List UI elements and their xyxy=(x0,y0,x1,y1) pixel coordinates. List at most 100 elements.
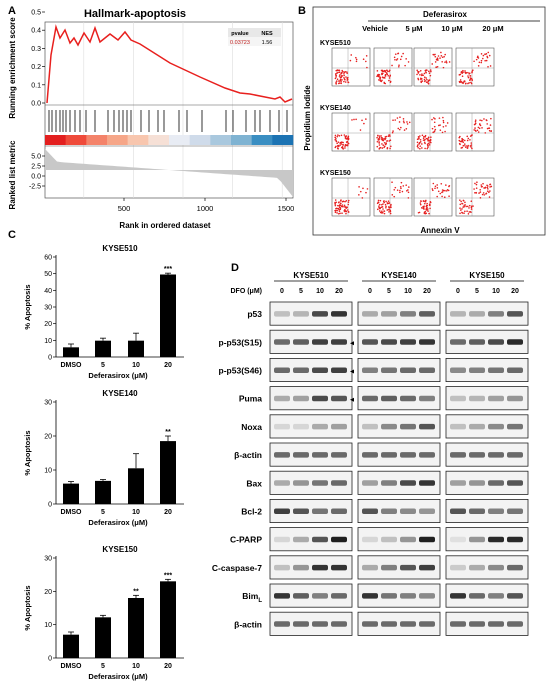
blot-strip xyxy=(445,611,529,636)
flow-event-dot xyxy=(485,119,488,122)
blot-strip xyxy=(357,527,441,552)
flow-event-dot xyxy=(490,185,493,188)
flow-plot-frame xyxy=(373,177,413,217)
flow-event-dot xyxy=(378,79,380,81)
flow-event-dot xyxy=(388,134,391,136)
flow-event-dot xyxy=(386,147,389,149)
blot-band xyxy=(381,395,397,402)
blot-band xyxy=(419,480,435,486)
flow-event-dot xyxy=(462,144,465,147)
apoptosis-bar xyxy=(128,340,144,357)
blot-band xyxy=(362,508,378,514)
flow-event-dot xyxy=(383,212,386,215)
blot-protein-label: p53 xyxy=(247,309,262,319)
apoptosis-bar xyxy=(160,274,176,357)
flow-event-dot xyxy=(341,69,344,72)
flow-event-dot xyxy=(355,56,357,59)
blot-band xyxy=(293,311,309,317)
flow-event-dot xyxy=(486,186,489,189)
flow-event-dot xyxy=(427,142,430,145)
blot-band xyxy=(507,564,523,571)
flow-event-dot xyxy=(382,200,385,203)
flow-event-dot xyxy=(334,199,337,201)
blot-strip xyxy=(269,357,353,382)
flow-scatter-plot xyxy=(455,112,495,152)
flow-event-dot xyxy=(361,197,364,199)
flow-event-dot xyxy=(345,136,347,138)
flow-event-dot xyxy=(388,207,391,209)
flow-event-dot xyxy=(387,74,390,77)
flow-cell-line-label: KYSE150 xyxy=(320,170,351,177)
flow-event-dot xyxy=(344,208,346,211)
flow-event-dot xyxy=(340,72,342,75)
flow-event-dot xyxy=(404,64,406,67)
flow-event-dot xyxy=(420,207,423,209)
flow-event-dot xyxy=(407,189,409,191)
flow-plot-frame xyxy=(455,112,495,152)
flow-event-dot xyxy=(400,181,403,184)
flow-event-dot xyxy=(464,210,466,213)
blot-band xyxy=(450,452,466,458)
flow-event-dot xyxy=(423,141,426,144)
blot-band xyxy=(331,311,347,317)
flow-event-dot xyxy=(387,208,390,211)
flow-event-dot xyxy=(384,137,387,140)
flow-event-dot xyxy=(470,206,473,209)
flow-event-dot xyxy=(467,71,469,74)
flow-event-dot xyxy=(481,185,483,188)
blot-band xyxy=(419,508,435,514)
flow-event-dot xyxy=(465,71,468,74)
gsea-xtick-label: 1500 xyxy=(278,204,295,213)
flow-event-dot xyxy=(405,127,408,130)
flow-event-dot xyxy=(471,78,473,81)
blot-band xyxy=(419,621,435,627)
flow-event-dot xyxy=(421,134,424,137)
flow-event-dot xyxy=(436,58,439,60)
gsea-xtick-label: 500 xyxy=(118,204,131,213)
flow-event-dot xyxy=(465,146,467,149)
flow-event-dot xyxy=(423,78,426,81)
gsea-ylabel-top: Running enrichment score xyxy=(8,17,17,119)
flow-event-dot xyxy=(469,79,471,82)
flow-event-dot xyxy=(355,58,358,61)
flow-event-dot xyxy=(381,147,384,149)
bar-ytick-label: 50 xyxy=(44,271,52,278)
flow-event-dot xyxy=(419,139,422,141)
blot-band xyxy=(331,367,347,373)
blot-band xyxy=(469,395,485,402)
blot-band xyxy=(312,452,328,458)
flow-plot-frame xyxy=(413,47,453,87)
blot-strip xyxy=(269,301,353,326)
blot-protein-label: p-p53(S46) xyxy=(219,366,263,376)
gsea-ytick-label-bottom: -2.5 xyxy=(29,184,41,191)
blot-band xyxy=(274,564,290,571)
blot-band xyxy=(419,339,435,345)
blot-band xyxy=(293,621,309,627)
flow-event-dot xyxy=(394,58,396,61)
flow-event-dot xyxy=(469,135,472,137)
flow-event-dot xyxy=(489,65,492,67)
flow-event-dot xyxy=(347,138,350,141)
flow-event-dot xyxy=(461,208,463,210)
flow-event-dot xyxy=(334,203,337,205)
blot-band xyxy=(419,423,435,430)
flow-event-dot xyxy=(427,80,430,83)
bar-ytick-label: 20 xyxy=(44,434,52,441)
apoptosis-bar xyxy=(63,347,79,357)
flow-event-dot xyxy=(467,145,469,148)
flow-event-dot xyxy=(442,66,445,69)
flow-event-dot xyxy=(419,135,421,137)
flow-event-dot xyxy=(429,207,431,210)
flow-event-dot xyxy=(362,187,364,190)
flow-event-dot xyxy=(424,147,426,150)
flow-event-dot xyxy=(434,118,436,120)
flow-event-dot xyxy=(342,200,344,203)
flow-event-dot xyxy=(343,76,345,79)
flow-event-dot xyxy=(489,183,491,186)
blot-protein-label: β-actin xyxy=(234,450,262,460)
flow-event-dot xyxy=(337,134,339,136)
flow-event-dot xyxy=(419,147,421,150)
flow-event-dot xyxy=(488,54,491,57)
flow-event-dot xyxy=(343,71,346,73)
heatmap-segment xyxy=(189,135,211,145)
